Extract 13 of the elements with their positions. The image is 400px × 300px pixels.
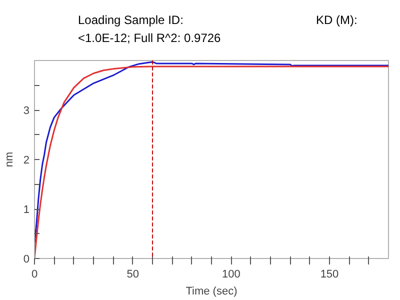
y-tick-label: 2: [23, 154, 30, 166]
x-tick-label: 100: [222, 268, 240, 280]
x-tick-label: 50: [126, 268, 139, 280]
x-tick-label: 150: [320, 268, 339, 280]
y-tick-label: 0: [23, 254, 30, 266]
text: <1.0E-12; Full R^2: 0.9726: [78, 30, 221, 47]
chart-title: Loading Sample ID:: [78, 12, 184, 29]
y-tick-label: 3: [23, 105, 30, 117]
text: KD (M):: [316, 12, 358, 29]
x-axis-title: Time (sec): [186, 286, 238, 298]
y-tick-label: 1: [23, 204, 30, 216]
y-axis-title: nm: [3, 152, 16, 168]
x-tick-label: 0: [31, 268, 38, 280]
